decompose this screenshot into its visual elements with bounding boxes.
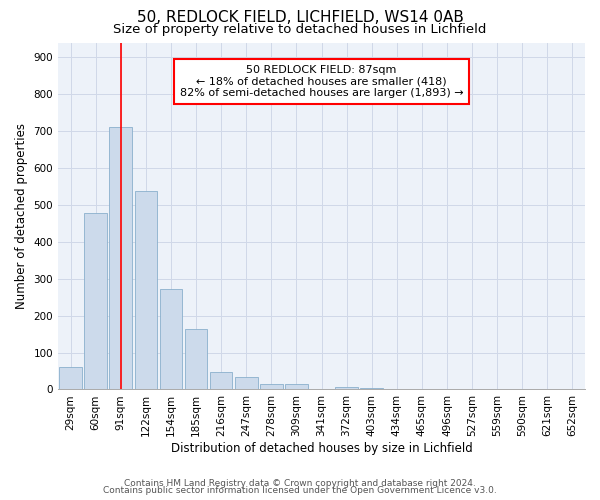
- Text: 50 REDLOCK FIELD: 87sqm
← 18% of detached houses are smaller (418)
82% of semi-d: 50 REDLOCK FIELD: 87sqm ← 18% of detache…: [180, 65, 463, 98]
- Bar: [185, 328, 208, 390]
- Bar: [59, 368, 82, 390]
- Text: Contains public sector information licensed under the Open Government Licence v3: Contains public sector information licen…: [103, 486, 497, 495]
- Y-axis label: Number of detached properties: Number of detached properties: [15, 123, 28, 309]
- Bar: [210, 372, 232, 390]
- Bar: [260, 384, 283, 390]
- Bar: [285, 384, 308, 390]
- X-axis label: Distribution of detached houses by size in Lichfield: Distribution of detached houses by size …: [170, 442, 472, 455]
- Text: 50, REDLOCK FIELD, LICHFIELD, WS14 0AB: 50, REDLOCK FIELD, LICHFIELD, WS14 0AB: [137, 10, 463, 25]
- Bar: [160, 290, 182, 390]
- Bar: [134, 191, 157, 390]
- Bar: [85, 213, 107, 390]
- Text: Size of property relative to detached houses in Lichfield: Size of property relative to detached ho…: [113, 22, 487, 36]
- Bar: [235, 378, 257, 390]
- Bar: [335, 386, 358, 390]
- Text: Contains HM Land Registry data © Crown copyright and database right 2024.: Contains HM Land Registry data © Crown c…: [124, 478, 476, 488]
- Bar: [109, 126, 132, 390]
- Bar: [361, 388, 383, 390]
